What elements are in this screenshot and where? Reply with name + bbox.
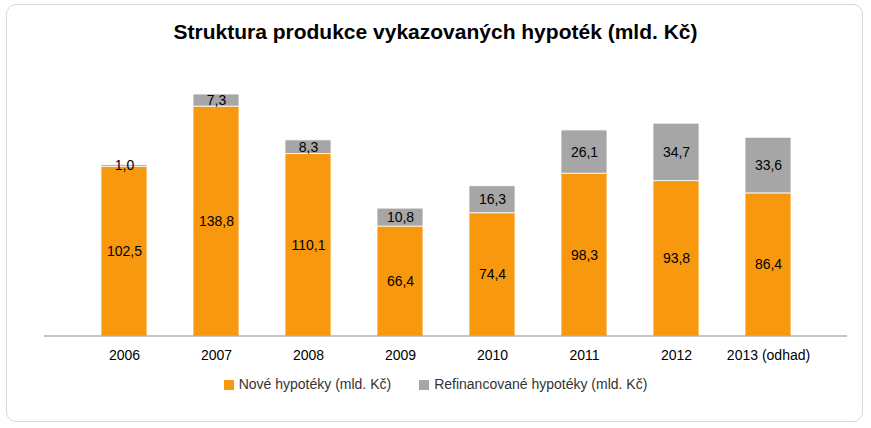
svg-text:8,3: 8,3 <box>299 139 319 155</box>
html-text:Nové hypotéky (mld. Kč): Nové hypotéky (mld. Kč) <box>238 376 392 392</box>
svg-text:98,3: 98,3 <box>571 247 598 263</box>
svg-text:33,6: 33,6 <box>755 157 782 173</box>
svg-text:110,1: 110,1 <box>292 237 326 253</box>
svg-text:102,5: 102,5 <box>107 243 142 259</box>
svg-text:2013 (odhad): 2013 (odhad) <box>727 347 810 363</box>
svg-text:138,8: 138,8 <box>199 213 234 229</box>
svg-text:2010: 2010 <box>477 347 508 363</box>
svg-text:74,4: 74,4 <box>479 266 506 282</box>
html-text:Refinancované hypotéky (mld. K: Refinancované hypotéky (mld. Kč) <box>434 376 648 392</box>
svg-text:2008: 2008 <box>293 347 324 363</box>
svg-text:86,4: 86,4 <box>755 256 782 272</box>
svg-text:16,3: 16,3 <box>479 191 506 207</box>
svg-text:2011: 2011 <box>569 347 599 363</box>
svg-text:2006: 2006 <box>109 347 140 363</box>
svg-text:7,3: 7,3 <box>207 92 227 108</box>
svg-text:1,0: 1,0 <box>115 157 135 173</box>
svg-text:26,1: 26,1 <box>571 144 598 160</box>
html-text:Struktura produkce vykazovanýc: Struktura produkce vykazovaných hypoték … <box>173 20 698 43</box>
svg-text:10,8: 10,8 <box>387 209 414 225</box>
svg-text:2009: 2009 <box>385 347 416 363</box>
svg-text:2012: 2012 <box>661 347 692 363</box>
svg-text:93,8: 93,8 <box>663 250 690 266</box>
svg-text:66,4: 66,4 <box>387 273 414 289</box>
svg-text:34,7: 34,7 <box>663 144 690 160</box>
svg-text:2007: 2007 <box>201 347 232 363</box>
